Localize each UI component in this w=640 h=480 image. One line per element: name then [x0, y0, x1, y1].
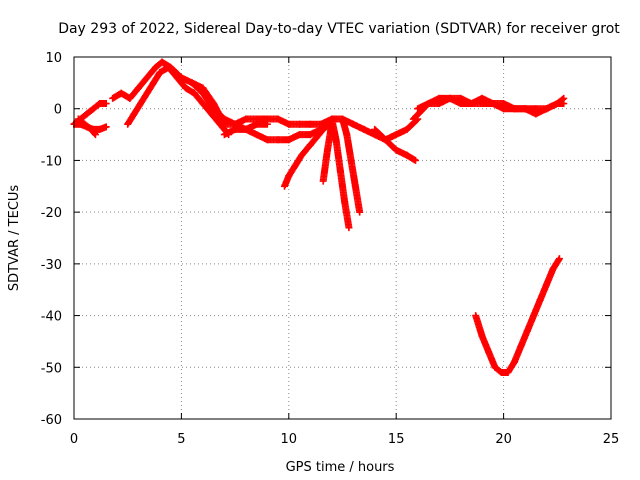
series-mid-third	[188, 79, 271, 133]
y-axis-label: SDTVAR / TECUs	[7, 185, 22, 292]
series-dip-short	[319, 120, 336, 185]
x-tick-label: 5	[177, 432, 185, 447]
data-point	[555, 255, 563, 263]
x-tick-label: 25	[603, 432, 620, 447]
y-tick-label: -40	[41, 310, 62, 325]
series-early-trace-c	[74, 115, 99, 139]
y-tick-label: 0	[54, 103, 62, 118]
series-late-descend	[371, 125, 420, 164]
x-tick-label: 0	[70, 432, 78, 447]
series-dip-right	[339, 115, 364, 216]
x-tick-label: 10	[281, 432, 298, 447]
data-point	[412, 156, 420, 164]
grid	[74, 57, 611, 419]
y-tick-label: -10	[41, 154, 62, 169]
chart-title: Day 293 of 2022, Sidereal Day-to-day VTE…	[58, 21, 620, 37]
axis-ticks: 0 5 10 15 20 25 10 0 -10 -20 -30 -40 -50 -60	[41, 51, 620, 447]
data-point	[560, 100, 568, 108]
data-point	[91, 130, 99, 138]
data-point	[263, 120, 271, 128]
data-point	[102, 100, 110, 108]
y-tick-label: -20	[41, 206, 62, 221]
series-dip-mid	[328, 115, 353, 232]
x-axis-label: GPS time / hours	[286, 460, 395, 475]
series-main-rise-b	[124, 63, 233, 139]
plot-frame	[73, 56, 612, 420]
y-tick-label: -50	[41, 361, 62, 376]
data-point	[555, 256, 563, 264]
x-tick-label: 15	[388, 432, 405, 447]
data-points	[70, 58, 568, 376]
y-tick-label: 10	[45, 51, 62, 66]
data-point	[91, 131, 99, 139]
data-point	[102, 123, 110, 131]
series-dip-left	[281, 115, 338, 190]
x-tick-label: 20	[495, 432, 512, 447]
data-point	[328, 120, 336, 128]
data-point	[345, 224, 353, 232]
series-late-plateau-b	[414, 94, 568, 113]
series-v-curve	[472, 255, 563, 376]
y-tick-label: -30	[41, 258, 62, 273]
data-point	[356, 208, 364, 216]
y-tick-label: -60	[41, 413, 62, 428]
